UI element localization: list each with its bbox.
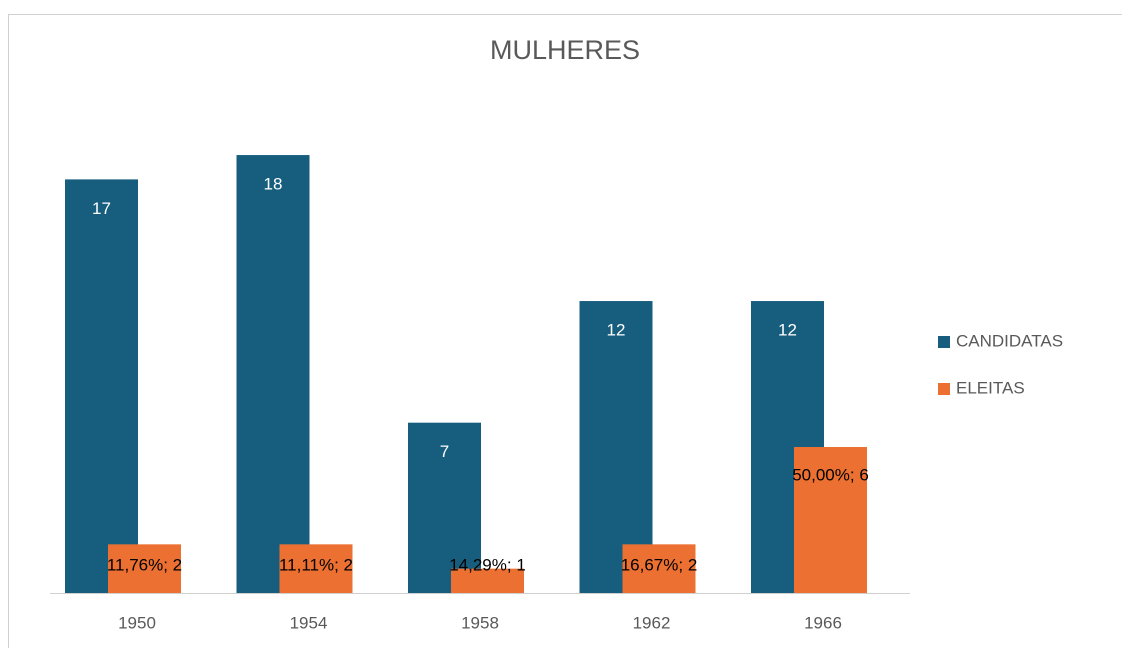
legend-swatch — [938, 336, 950, 348]
bar — [279, 544, 353, 593]
data-label: 11,11%; 2 — [279, 555, 353, 574]
bar — [108, 544, 181, 593]
x-tick-label: 1958 — [461, 613, 499, 632]
bar — [451, 568, 524, 593]
data-label: 18 — [264, 175, 283, 194]
data-label: 12 — [607, 321, 626, 340]
x-tick-label: 1950 — [118, 613, 156, 632]
x-tick-label: 1966 — [804, 613, 842, 632]
bar — [65, 179, 138, 593]
x-tick-label: 1962 — [633, 613, 671, 632]
chart-title: MULHERES — [490, 35, 640, 65]
data-label: 50,00%; 6 — [792, 466, 869, 485]
data-label: 11,76%; 2 — [107, 555, 182, 574]
data-label: 7 — [440, 442, 449, 461]
legend-swatch — [938, 383, 950, 395]
legend-label: CANDIDATAS — [956, 331, 1063, 350]
data-label: 17 — [92, 199, 111, 218]
bar — [794, 447, 867, 593]
bar — [236, 155, 310, 593]
bar — [408, 422, 481, 593]
data-label: 16,67%; 2 — [621, 555, 698, 574]
x-tick-label: 1954 — [290, 613, 328, 632]
legend-label: ELEITAS — [956, 378, 1025, 397]
data-label: 12 — [778, 321, 797, 340]
data-label: 14,29%; 1 — [449, 555, 526, 574]
bar — [622, 544, 696, 593]
